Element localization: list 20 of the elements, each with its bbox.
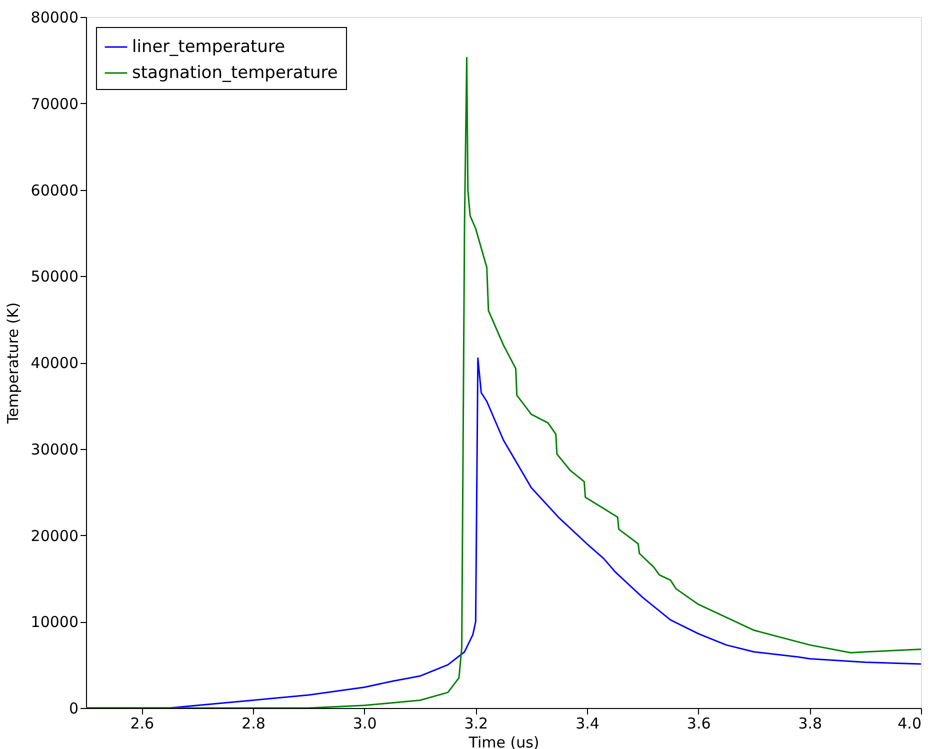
x-tick-label: 3.4 bbox=[576, 714, 600, 732]
x-tick-label: 4.0 bbox=[898, 714, 922, 732]
y-tick-label: 0 bbox=[68, 700, 78, 718]
y-tick-label: 40000 bbox=[30, 354, 78, 372]
x-tick-label: 3.8 bbox=[798, 714, 822, 732]
legend-label: liner_temperature bbox=[132, 37, 286, 57]
x-tick-label: 2.8 bbox=[242, 714, 266, 732]
y-tick-label: 30000 bbox=[30, 440, 78, 458]
y-tick-label: 60000 bbox=[30, 181, 78, 200]
y-tick-label: 70000 bbox=[30, 94, 78, 113]
y-tick-label: 20000 bbox=[30, 526, 78, 545]
x-tick-label: 3.2 bbox=[464, 714, 488, 732]
y-tick-label: 80000 bbox=[30, 8, 78, 26]
y-tick-label: 10000 bbox=[30, 613, 78, 632]
y-tick-label: 50000 bbox=[30, 268, 78, 286]
x-tick-label: 3.6 bbox=[686, 714, 711, 732]
legend-label: stagnation_temperature bbox=[132, 63, 338, 83]
x-tick-label: 3.0 bbox=[352, 714, 377, 732]
x-tick-label: 2.6 bbox=[130, 714, 154, 732]
y-axis-title: Temperature (K) bbox=[4, 302, 22, 425]
